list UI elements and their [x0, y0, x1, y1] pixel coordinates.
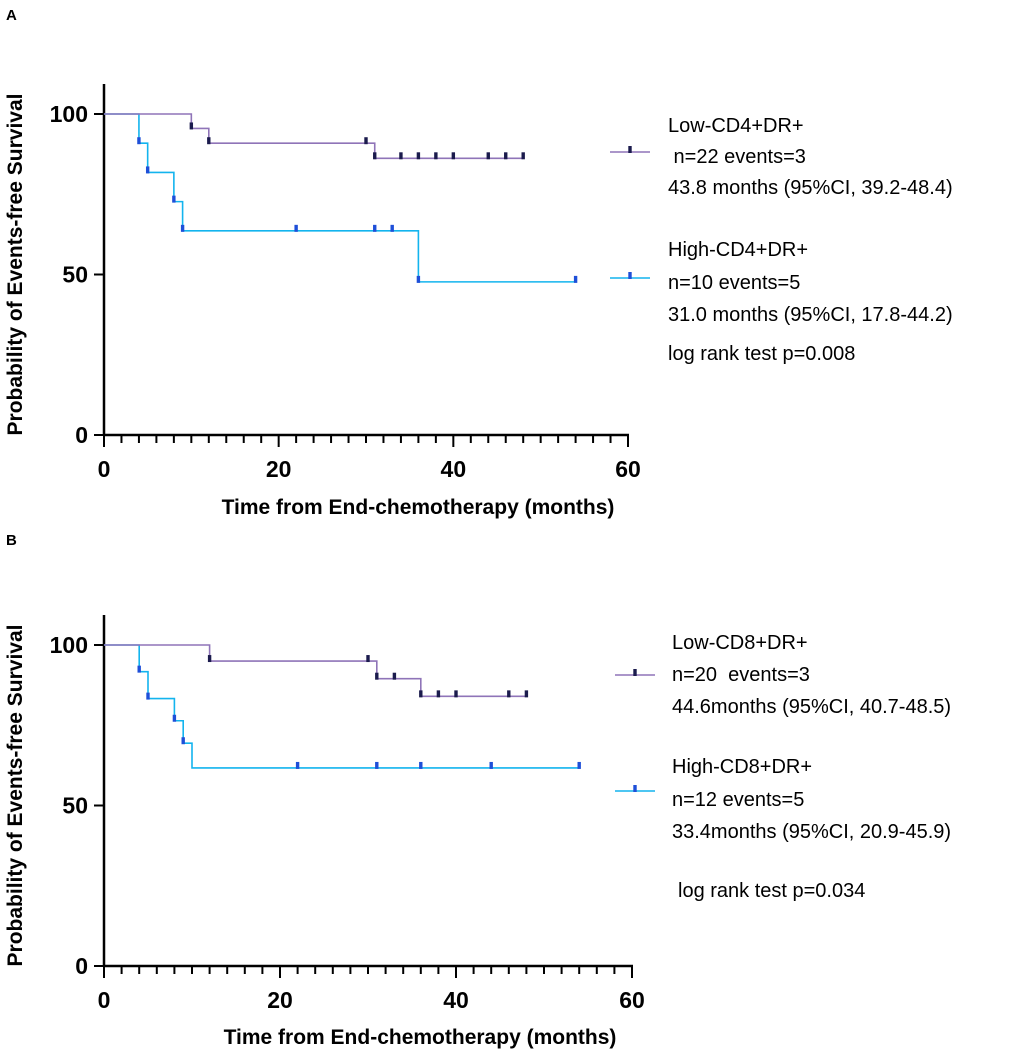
x-tick-label: 40 — [441, 456, 467, 482]
legend-text: High-CD8+DR+ — [672, 756, 812, 778]
x-tick-label: 60 — [619, 987, 645, 1013]
legend-entry-high: High-CD4+DR+ n=10 events=5 31.0 months (95… — [610, 239, 953, 326]
x-tick-label: 60 — [615, 456, 641, 482]
legend-text: 31.0 months (95%CI, 17.8-44.2) — [668, 304, 953, 326]
x-tick-label: 0 — [98, 987, 111, 1013]
series-low — [104, 113, 525, 160]
x-tick-label: 40 — [443, 987, 469, 1013]
series-low — [104, 644, 529, 698]
legend-text: 33.4months (95%CI, 20.9-45.9) — [672, 821, 951, 843]
legend-text: 44.6months (95%CI, 40.7-48.5) — [672, 696, 951, 718]
y-axis-label: Probability of Events-free Survival — [4, 94, 27, 436]
x-tick-label: 0 — [98, 456, 111, 482]
logrank-annotation: log rank test p=0.034 — [678, 880, 865, 902]
x-axis-label: Time from End-chemotherapy (months) — [224, 1026, 617, 1049]
series-high — [104, 113, 578, 283]
legend-text: Low-CD4+DR+ — [668, 115, 804, 137]
panel-letter: B — [6, 532, 17, 549]
x-axis-label: Time from End-chemotherapy (months) — [222, 496, 615, 519]
survival-curve — [104, 644, 527, 698]
logrank-annotation: log rank test p=0.008 — [668, 343, 855, 365]
series-high — [104, 644, 581, 769]
x-tick-label: 20 — [267, 987, 293, 1013]
panel-b: B 0 20 40 60 0 50 100 Time from End-chemotherapy… — [4, 532, 951, 1049]
survival-curve — [104, 113, 524, 160]
y-tick-label: 0 — [75, 422, 88, 448]
legend-text: n=20 events=3 — [672, 664, 810, 686]
survival-curve — [104, 644, 580, 769]
y-axis-label: Probability of Events-free Survival — [4, 625, 27, 967]
panel-a: A 0 20 40 60 0 50 100 Time from End-chemotherapy… — [4, 7, 953, 519]
legend-text: n=22 events=3 — [668, 146, 806, 168]
legend-text: n=12 events=5 — [672, 789, 804, 811]
legend-entry-low: Low-CD8+DR+ n=20 events=3 44.6months (95%C… — [615, 632, 951, 718]
panel-letter: A — [6, 7, 17, 24]
legend-text: n=10 events=5 — [668, 272, 800, 294]
legend-text: 43.8 months (95%CI, 39.2-48.4) — [668, 177, 953, 199]
y-tick-label: 100 — [50, 632, 88, 658]
legend-entry-low: Low-CD4+DR+ n=22 events=3 43.8 months (95… — [610, 115, 953, 199]
x-tick-label: 20 — [266, 456, 292, 482]
y-tick-label: 100 — [50, 101, 88, 127]
y-tick-label: 50 — [62, 793, 88, 819]
y-tick-label: 50 — [62, 262, 88, 288]
legend-entry-high: High-CD8+DR+ n=12 events=5 33.4months (95%… — [615, 756, 951, 843]
legend-text: Low-CD8+DR+ — [672, 632, 808, 654]
legend-text: High-CD4+DR+ — [668, 239, 808, 261]
y-tick-label: 0 — [75, 953, 88, 979]
